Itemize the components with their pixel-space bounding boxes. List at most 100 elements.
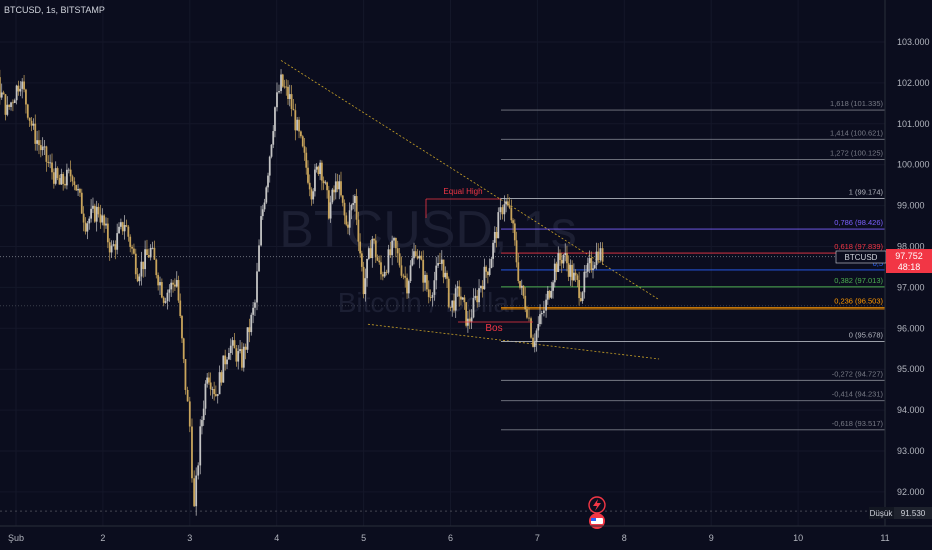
candle-body (411, 258, 414, 266)
candle-body (88, 218, 91, 224)
candle-body (354, 196, 356, 204)
candle-body (144, 249, 147, 270)
candle-body (476, 295, 479, 303)
candle-body (242, 346, 245, 368)
candle-body (437, 263, 439, 266)
candle-body (566, 253, 568, 264)
candle-body (268, 156, 271, 176)
candle-body (123, 225, 126, 232)
candle-body (133, 248, 135, 254)
candle-body (71, 176, 74, 182)
candle-body (385, 271, 388, 273)
candle-body (394, 237, 397, 249)
candle-body (553, 263, 556, 283)
candle-body (288, 94, 291, 99)
candle-body (378, 260, 381, 263)
candle-body (508, 205, 511, 208)
candle-body (65, 169, 68, 186)
candle-body (93, 205, 96, 222)
candle-body (237, 351, 240, 362)
candle-body (427, 289, 430, 298)
candle-body (209, 382, 212, 390)
candle-body (526, 309, 528, 318)
candle-body (453, 300, 455, 311)
candle-body (418, 255, 421, 259)
candle-body (195, 475, 198, 507)
candle-body (138, 276, 141, 282)
candle-body (522, 285, 525, 296)
price-axis[interactable]: 103.000 102.000 101.000 100.000 99.000 98.000… (897, 37, 930, 497)
candle-body (39, 145, 42, 151)
event-markers[interactable] (588, 496, 606, 529)
candle-body (533, 342, 536, 347)
candle-body (270, 144, 273, 157)
lower-trendline[interactable] (367, 323, 660, 360)
annotations[interactable]: Equal High Bos (425, 187, 533, 334)
chart-header[interactable]: BTCUSD, 1s, BITSTAMP (4, 5, 105, 15)
time-axis[interactable]: Şub 2 3 4 5 6 7 8 9 10 11 (8, 533, 890, 543)
candle-body (170, 282, 173, 290)
candle-body (199, 426, 202, 466)
candle-body (15, 85, 18, 101)
candle-body (571, 264, 574, 281)
candle-body (202, 408, 205, 421)
candle-body (465, 302, 468, 326)
fib-level-label: -0,272 (94.727) (832, 369, 884, 378)
candle-body (398, 253, 401, 266)
fib-level-label: 1,272 (100.125) (830, 149, 883, 158)
candle-body (51, 162, 53, 173)
candle-body (287, 86, 289, 99)
current-price-value: 97.752 (895, 251, 923, 261)
candle-body (505, 201, 508, 205)
candle-body (546, 290, 549, 300)
candle-body (320, 162, 323, 181)
candle-body (186, 389, 189, 402)
candle-body (416, 256, 419, 259)
candle-body (550, 290, 553, 298)
candle-body (58, 178, 61, 185)
candle-body (557, 253, 560, 273)
candle-body (359, 241, 362, 254)
candle-body (422, 259, 425, 283)
candle-body (424, 274, 426, 283)
candle-body (38, 140, 40, 146)
candle-body (490, 258, 493, 269)
time-tick-label: 8 (622, 533, 627, 543)
price-labels: BTCUSD 97.752 48:18 Düşük 91.530 (835, 249, 932, 519)
fib-level-label: 0,236 (96.503) (834, 297, 883, 306)
candle-body (486, 271, 489, 276)
candle-body (90, 208, 93, 219)
candle-body (429, 297, 432, 298)
candle-body (191, 426, 193, 479)
time-tick-label: 10 (793, 533, 803, 543)
bos-label: Bos (485, 323, 502, 334)
candle-body (153, 247, 156, 260)
candle-body (69, 169, 72, 177)
candle-body (49, 162, 52, 164)
candle-body (317, 166, 320, 175)
candle-body (404, 275, 407, 278)
candle-body (480, 286, 482, 289)
candle-body (431, 294, 434, 298)
candle-body (166, 292, 169, 302)
candle-body (510, 207, 513, 221)
candle-body (296, 119, 299, 131)
candle-body (435, 265, 438, 281)
time-tick-label: 7 (535, 533, 540, 543)
candle-body (488, 268, 491, 276)
candle-body (492, 242, 494, 259)
fibonacci-levels[interactable]: 1,618 (101.335) 1,414 (100.621) 1,272 (100… (501, 99, 885, 431)
candle-body (216, 394, 219, 396)
candle-body (204, 383, 207, 409)
candle-body (228, 352, 230, 360)
candle-body (499, 207, 502, 213)
candle-body (331, 189, 334, 203)
candle-body (393, 237, 395, 241)
candle-body (179, 300, 182, 317)
candle-body (376, 257, 379, 261)
fib-zone-highlight (501, 307, 885, 310)
candle-body (241, 349, 243, 368)
candle-body (350, 204, 353, 211)
